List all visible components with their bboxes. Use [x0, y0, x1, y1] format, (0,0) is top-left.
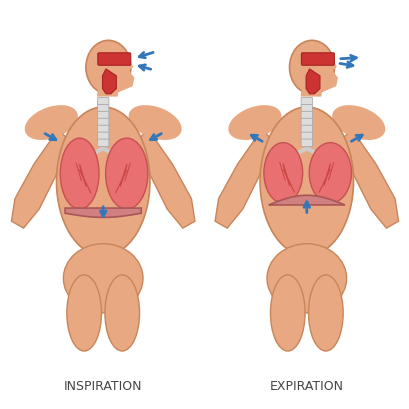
Ellipse shape	[259, 108, 353, 256]
Ellipse shape	[289, 41, 334, 95]
Polygon shape	[65, 209, 141, 218]
FancyBboxPatch shape	[301, 54, 333, 66]
Ellipse shape	[308, 275, 342, 351]
Polygon shape	[103, 70, 134, 92]
FancyBboxPatch shape	[301, 133, 312, 140]
Polygon shape	[300, 80, 323, 97]
Text: EXPIRATION: EXPIRATION	[269, 379, 343, 392]
Text: INSPIRATION: INSPIRATION	[64, 379, 142, 392]
Ellipse shape	[308, 143, 351, 204]
Ellipse shape	[123, 65, 133, 70]
Polygon shape	[306, 70, 337, 92]
Ellipse shape	[128, 106, 181, 141]
Ellipse shape	[266, 244, 346, 313]
Polygon shape	[137, 130, 194, 229]
FancyBboxPatch shape	[97, 105, 108, 112]
Polygon shape	[268, 196, 344, 205]
FancyBboxPatch shape	[301, 140, 312, 147]
FancyBboxPatch shape	[301, 119, 312, 126]
FancyBboxPatch shape	[97, 119, 108, 126]
Polygon shape	[102, 70, 116, 94]
Ellipse shape	[85, 41, 130, 95]
Ellipse shape	[263, 143, 302, 204]
Polygon shape	[97, 80, 119, 97]
Ellipse shape	[228, 106, 281, 141]
FancyBboxPatch shape	[301, 126, 312, 133]
Polygon shape	[11, 130, 68, 229]
FancyBboxPatch shape	[301, 105, 312, 112]
Polygon shape	[215, 130, 272, 229]
Ellipse shape	[67, 275, 101, 351]
FancyBboxPatch shape	[301, 112, 312, 119]
FancyBboxPatch shape	[98, 54, 130, 66]
FancyBboxPatch shape	[97, 126, 108, 133]
Polygon shape	[306, 70, 319, 94]
Ellipse shape	[326, 65, 336, 70]
FancyBboxPatch shape	[97, 140, 108, 147]
Ellipse shape	[56, 108, 150, 256]
FancyBboxPatch shape	[97, 112, 108, 119]
Ellipse shape	[60, 139, 99, 209]
Ellipse shape	[331, 106, 384, 141]
FancyBboxPatch shape	[97, 133, 108, 140]
Ellipse shape	[106, 139, 148, 209]
Polygon shape	[341, 130, 398, 229]
FancyBboxPatch shape	[97, 98, 108, 106]
Ellipse shape	[270, 275, 304, 351]
Ellipse shape	[63, 244, 143, 313]
Ellipse shape	[105, 275, 139, 351]
FancyBboxPatch shape	[301, 98, 312, 106]
Ellipse shape	[25, 106, 78, 141]
